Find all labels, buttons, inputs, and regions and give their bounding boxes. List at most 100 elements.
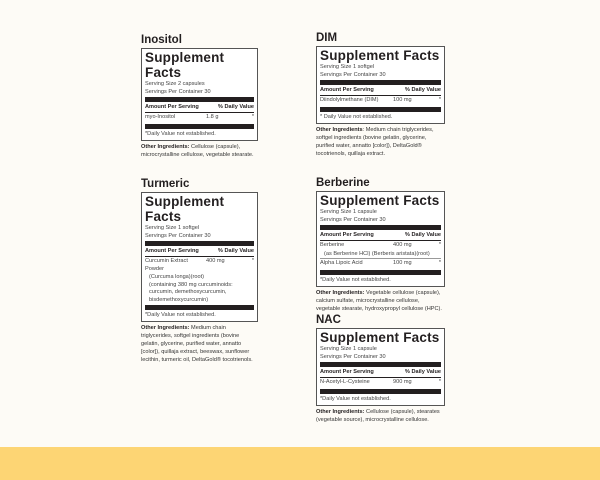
table-header: Amount Per Serving % Daily Value [320,86,441,95]
table-header: Amount Per Serving % Daily Value [145,103,254,112]
nutrient-daily-value: * [438,379,441,385]
thin-divider [320,95,441,96]
other-ingredients: Other Ingredients: Medium chain triglyce… [141,324,258,364]
footnote: *Daily Value not established. [145,130,216,137]
thin-divider [320,240,441,241]
ingredients-text: Cellulose (capsule), stearates (vegetabl… [316,408,440,423]
product-title: Inositol [141,34,182,46]
table-header: Amount Per Serving % Daily Value [320,231,441,240]
nutrient-row: Alpha Lipoic Acid 100 mg * [320,259,441,269]
footnote: *Daily Value not established. [320,395,391,402]
product-title: DIM [316,32,338,44]
supplement-facts-box: Supplement Facts Serving Size 2 capsules S… [141,48,258,141]
row-divider [320,258,441,259]
thick-divider [145,123,254,129]
nutrient-amount: 100 mg [393,260,412,266]
thick-divider [320,388,441,394]
servings-per-container: Servings Per Container 30 [145,89,211,95]
thin-divider [320,377,441,378]
nutrient-daily-value: * [251,258,254,264]
ingredients-label: Other Ingredients: [316,408,365,415]
nutrient-detail: (as Berberine HCl) (Berberis aristata)(r… [324,250,430,257]
nutrient-detail: (containing 380 mg curcuminoids: curcumi… [149,281,233,303]
facts-heading: Supplement Facts [320,193,440,208]
ingredients-text: Medium chain triglycerides, softgel ingr… [141,325,253,363]
nutrient-name: N-Acetyl-L-Cysteine [320,379,370,385]
serving-size: Serving Size 1 softgel [320,64,375,70]
servings-per-container: Servings Per Container 30 [320,217,386,223]
daily-value-header: % Daily Value [404,232,441,238]
thick-divider [320,225,441,230]
footnote: *Daily Value not established. [145,312,216,318]
amount-header: Amount Per Serving [145,104,199,110]
ingredients-label: Other Ingredients: [316,289,365,296]
ingredients-label: Other Ingredients: [141,325,190,331]
servings-per-container: Servings Per Container 30 [320,72,386,78]
facts-heading: Supplement Facts [320,48,440,63]
thin-divider [145,256,254,257]
amount-header: Amount Per Serving [320,232,374,238]
supplement-panel-berberine: Berberine Supplement Facts Serving Size 1 … [316,177,445,313]
daily-value-header: % Daily Value [217,104,254,110]
facts-heading: Supplement Facts [145,50,225,80]
thick-divider [320,106,441,112]
daily-value-header: % Daily Value [217,248,254,254]
nutrient-name: Berberine [320,242,345,248]
other-ingredients: Other Ingredients: Cellulose (capsule), … [316,408,445,424]
product-title: NAC [316,314,341,326]
thick-divider [320,362,441,367]
supplement-panel-dim: DIM Supplement Facts Serving Size 1 softge… [316,32,445,158]
thick-divider [145,97,254,102]
nutrient-daily-value: * [438,260,441,266]
nutrient-daily-value: * [251,114,254,120]
other-ingredients: Other Ingredients: Cellulose (capsule), … [141,143,258,159]
thin-divider [145,112,254,113]
nutrient-name: myo-Inositol [145,114,176,120]
amount-header: Amount Per Serving [320,87,374,93]
daily-value-header: % Daily Value [404,87,441,93]
supplement-facts-box: Supplement Facts Serving Size 1 softgel Se… [316,46,445,124]
product-title: Turmeric [141,178,190,190]
nutrient-daily-value: * [438,242,441,248]
footnote: * Daily Value not established. [320,113,393,120]
ingredients-text: Vegetable cellulose (capsule), calcium s… [316,289,442,312]
nutrient-detail: (Curcuma longa)(root) [149,274,205,280]
supplement-facts-box: Supplement Facts Serving Size 1 capsule Se… [316,328,445,406]
thick-divider [320,80,441,85]
amount-header: Amount Per Serving [145,248,199,254]
ingredients-label: Other Ingredients: [141,143,190,150]
thick-divider [320,269,441,275]
table-header: Amount Per Serving % Daily Value [145,247,254,256]
nutrient-row: myo-Inositol 1.8 g * [145,113,254,123]
amount-header: Amount Per Serving [320,369,374,375]
nutrient-name: Diindolylmethane (DIM) [320,97,379,103]
facts-heading: Supplement Facts [145,194,225,224]
ingredients-text: Cellulose (capsule), microcrystalline ce… [141,143,254,158]
other-ingredients: Other Ingredients: Vegetable cellulose (… [316,289,445,313]
nutrient-row: Diindolylmethane (DIM) 100 mg * [320,96,441,106]
nutrient-amount: 1.8 g [206,114,219,120]
table-header: Amount Per Serving % Daily Value [320,368,441,377]
nutrient-row: N-Acetyl-L-Cysteine 900 mg * [320,378,441,388]
nutrient-name: Curcumin Extract Powder [145,258,188,272]
serving-size: Serving Size 1 softgel [145,225,200,231]
thick-divider [145,305,254,310]
product-title: Berberine [316,177,370,189]
nutrient-amount: 400 mg [393,242,412,248]
nutrient-row: Berberine 400 mg * [320,241,441,251]
daily-value-header: % Daily Value [404,369,441,375]
other-ingredients: Other Ingredients: Medium chain triglyce… [316,126,445,158]
nutrient-daily-value: * [438,97,441,103]
servings-per-container: Servings Per Container 30 [320,354,386,360]
serving-size: Serving Size 2 capsules [145,81,205,87]
nutrient-row: Curcumin Extract Powder 400 mg * [145,257,254,274]
nutrient-amount: 400 mg [206,258,225,264]
supplement-panel-inositol: Inositol Supplement Facts Serving Size 2 c… [141,34,258,159]
nutrient-amount: 100 mg [393,97,412,103]
serving-size: Serving Size 1 capsule [320,209,377,215]
bottom-band [0,447,600,480]
supplement-facts-box: Supplement Facts Serving Size 1 capsule Se… [316,191,445,287]
supplement-facts-box: Supplement Facts Serving Size 1 softgel Se… [141,192,258,322]
ingredients-text: : Medium chain triglycerides, softgel in… [316,126,434,157]
supplement-panel-turmeric: Turmeric Supplement Facts Serving Size 1 s… [141,178,258,364]
